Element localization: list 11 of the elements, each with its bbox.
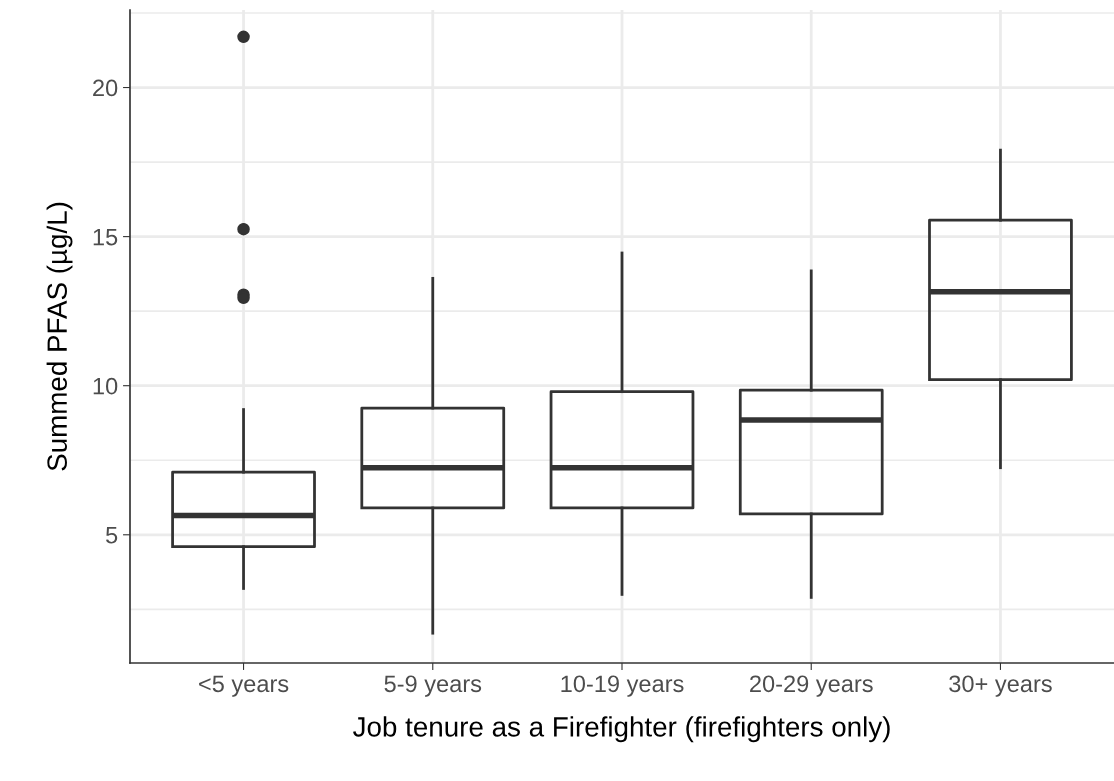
x-tick-label: 10-19 years <box>561 675 684 697</box>
y-tick-label: 20 <box>93 79 118 97</box>
x-tick-label: 30+ years <box>949 675 1052 697</box>
y-tick-label: 5 <box>106 527 118 544</box>
x-tick-label: <5 years <box>199 675 289 697</box>
x-tick-label: 20-29 years <box>750 675 873 697</box>
y-tick-label: 10 <box>93 377 118 395</box>
y-tick-label: 15 <box>93 228 118 246</box>
x-tick-label: 5-9 years <box>384 675 482 697</box>
y-axis-title: Summed PFAS (µg/L) <box>46 202 73 471</box>
x-axis-title: Job tenure as a Firefighter (firefighters only) <box>353 716 890 743</box>
